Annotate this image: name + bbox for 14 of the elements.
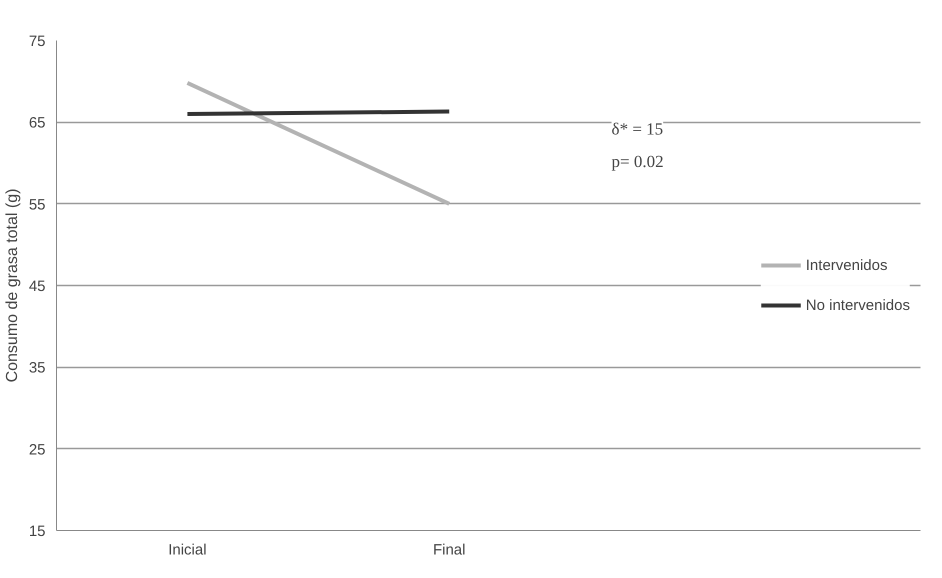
legend-label: No intervenidos	[806, 296, 910, 314]
y-tick-label: 35	[28, 360, 46, 377]
text: δ* = 15	[612, 120, 664, 138]
y-tick-label: 75	[28, 33, 46, 50]
y-tick-label: 15	[28, 523, 46, 540]
y-tick-label: 45	[28, 278, 46, 295]
y-tick-label: 55	[28, 196, 46, 214]
y-axis-title: Consumo de grasa total (g)	[4, 188, 21, 382]
x-tick-label: Inicial	[168, 542, 207, 558]
text: p= 0.02	[612, 152, 664, 172]
y-tick-label: 65	[28, 114, 46, 132]
y-tick-label: 25	[28, 441, 46, 458]
x-tick-label: Final	[432, 542, 466, 558]
legend-label: Intervenidos	[806, 256, 888, 274]
